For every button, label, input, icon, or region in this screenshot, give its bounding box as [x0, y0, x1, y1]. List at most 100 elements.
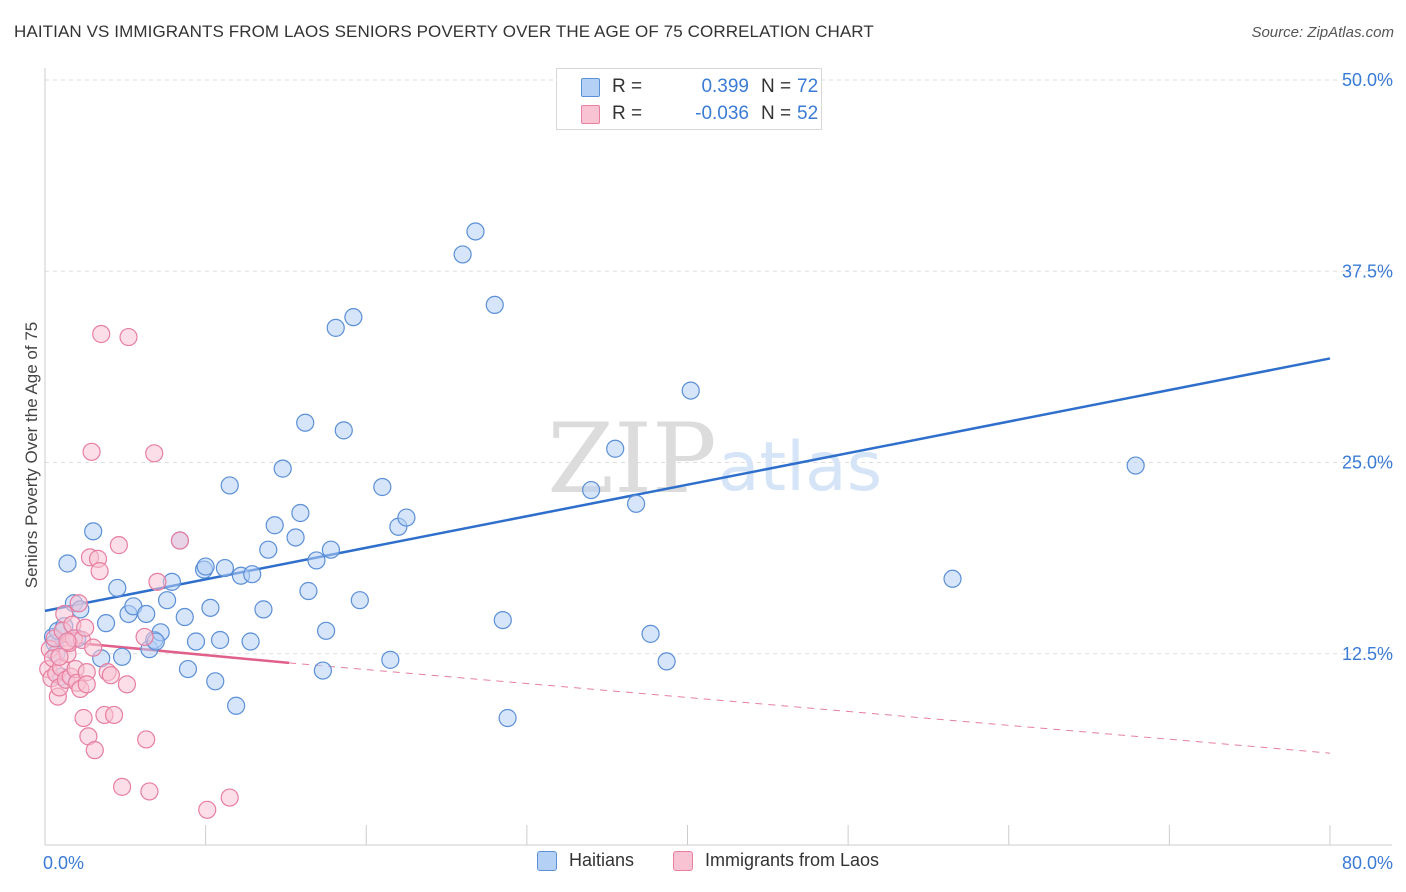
haitians-point — [286, 528, 305, 547]
haitians-point — [498, 708, 517, 728]
laos-point — [137, 730, 156, 749]
r-label: R = — [612, 76, 643, 97]
haitians-point — [265, 516, 284, 535]
haitians-point — [1126, 456, 1145, 475]
haitians-point — [137, 604, 156, 624]
trend-line-laos-extended — [289, 662, 1331, 754]
laos-point — [92, 324, 111, 344]
legend-label-haitians: Haitians — [569, 850, 635, 870]
haitians-point — [254, 600, 273, 619]
haitians-point — [321, 540, 341, 559]
haitians-point — [681, 381, 700, 400]
grid-layer — [45, 79, 1392, 655]
haitians-point — [243, 565, 262, 584]
r-value: 0.399 — [701, 76, 749, 97]
haitians-point — [291, 503, 310, 523]
laos-point — [58, 632, 77, 651]
laos-point — [101, 666, 120, 685]
laos-point — [198, 800, 217, 819]
laos-point — [112, 777, 132, 796]
haitians-point — [316, 621, 336, 640]
haitians-point — [58, 554, 77, 573]
laos-swatch — [581, 104, 600, 124]
laos-point — [220, 788, 239, 807]
laos-point — [69, 594, 88, 613]
legend-item-haitians[interactable]: Haitians — [537, 850, 634, 871]
stats-row-laos: R = -0.036 N = 52 — [581, 103, 818, 125]
haitians-point — [381, 650, 400, 669]
haitians-point — [186, 632, 206, 651]
haitians-point — [350, 591, 369, 610]
laos-legend-swatch — [673, 850, 693, 871]
y-tick-label: 25.0% — [1342, 453, 1393, 473]
haitians-point — [493, 610, 512, 630]
legend-label-laos: Immigrants from Laos — [705, 850, 880, 870]
haitians-point — [210, 630, 230, 650]
watermark: ZIP atlas — [547, 403, 882, 515]
haitians-point — [313, 661, 332, 680]
laos-point — [117, 675, 137, 694]
r-value: -0.036 — [695, 103, 749, 124]
haitians-point — [307, 551, 326, 570]
n-value: 52 — [797, 103, 819, 124]
laos-point — [74, 708, 93, 728]
haitians-legend-swatch — [537, 850, 557, 871]
haitians-point — [201, 598, 220, 617]
laos-point — [140, 782, 159, 801]
haitians-point — [397, 508, 416, 527]
haitians-point — [296, 413, 315, 432]
haitians-point — [641, 624, 660, 643]
n-label: N = — [761, 103, 792, 124]
laos-point — [82, 442, 101, 461]
x-tick-label: 80.0% — [1342, 853, 1393, 873]
y-tick-label: 37.5% — [1342, 261, 1393, 281]
series-legend: Haitians Immigrants from Laos — [0, 850, 1406, 880]
haitians-point — [259, 540, 278, 559]
laos-point — [170, 531, 190, 550]
haitians-point — [178, 659, 198, 679]
laos-point — [145, 444, 164, 463]
stats-legend: R = 0.399 N = 72 R = -0.036 N = 52 — [556, 68, 822, 130]
stats-row-haitians: R = 0.399 N = 72 — [581, 76, 818, 98]
laos-point — [50, 647, 69, 666]
laos-point — [76, 618, 95, 637]
haitians-point — [453, 245, 472, 264]
haitians-point — [273, 459, 292, 478]
y-tick-label: 12.5% — [1342, 644, 1393, 664]
haitians-point — [485, 295, 504, 315]
haitians-point — [326, 318, 345, 337]
laos-point — [85, 741, 104, 760]
haitians-point — [112, 647, 132, 666]
haitians-point — [196, 557, 215, 576]
haitians-point — [334, 421, 353, 440]
haitians-point — [626, 494, 646, 513]
haitians-point — [215, 558, 234, 578]
haitians-point — [175, 607, 194, 627]
legend-item-laos[interactable]: Immigrants from Laos — [673, 850, 879, 871]
y-tick-label: 50.0% — [1342, 70, 1393, 90]
n-value: 72 — [797, 76, 819, 97]
haitians-point — [206, 672, 225, 691]
laos-point — [119, 327, 138, 347]
x-tick-label: 0.0% — [43, 853, 84, 873]
haitians-point — [299, 581, 318, 601]
laos-point — [84, 638, 103, 657]
r-label: R = — [612, 103, 643, 124]
haitians-point — [220, 476, 239, 495]
haitians-point — [241, 632, 260, 651]
laos-point — [104, 705, 124, 725]
haitians-point — [582, 480, 601, 500]
tick-labels: 12.5% 25.0% 37.5% 50.0% 0.0% 80.0% — [43, 70, 1393, 873]
haitians-point — [84, 522, 103, 541]
laos-point — [109, 536, 128, 555]
laos-point — [90, 562, 109, 581]
points-layer — [39, 222, 1145, 819]
haitians-point — [373, 477, 392, 497]
haitians-point — [108, 578, 127, 598]
laos-point — [135, 627, 154, 647]
haitians-point — [227, 696, 246, 715]
haitians-point — [466, 222, 485, 241]
laos-point — [148, 572, 167, 591]
haitians-point — [657, 652, 676, 671]
